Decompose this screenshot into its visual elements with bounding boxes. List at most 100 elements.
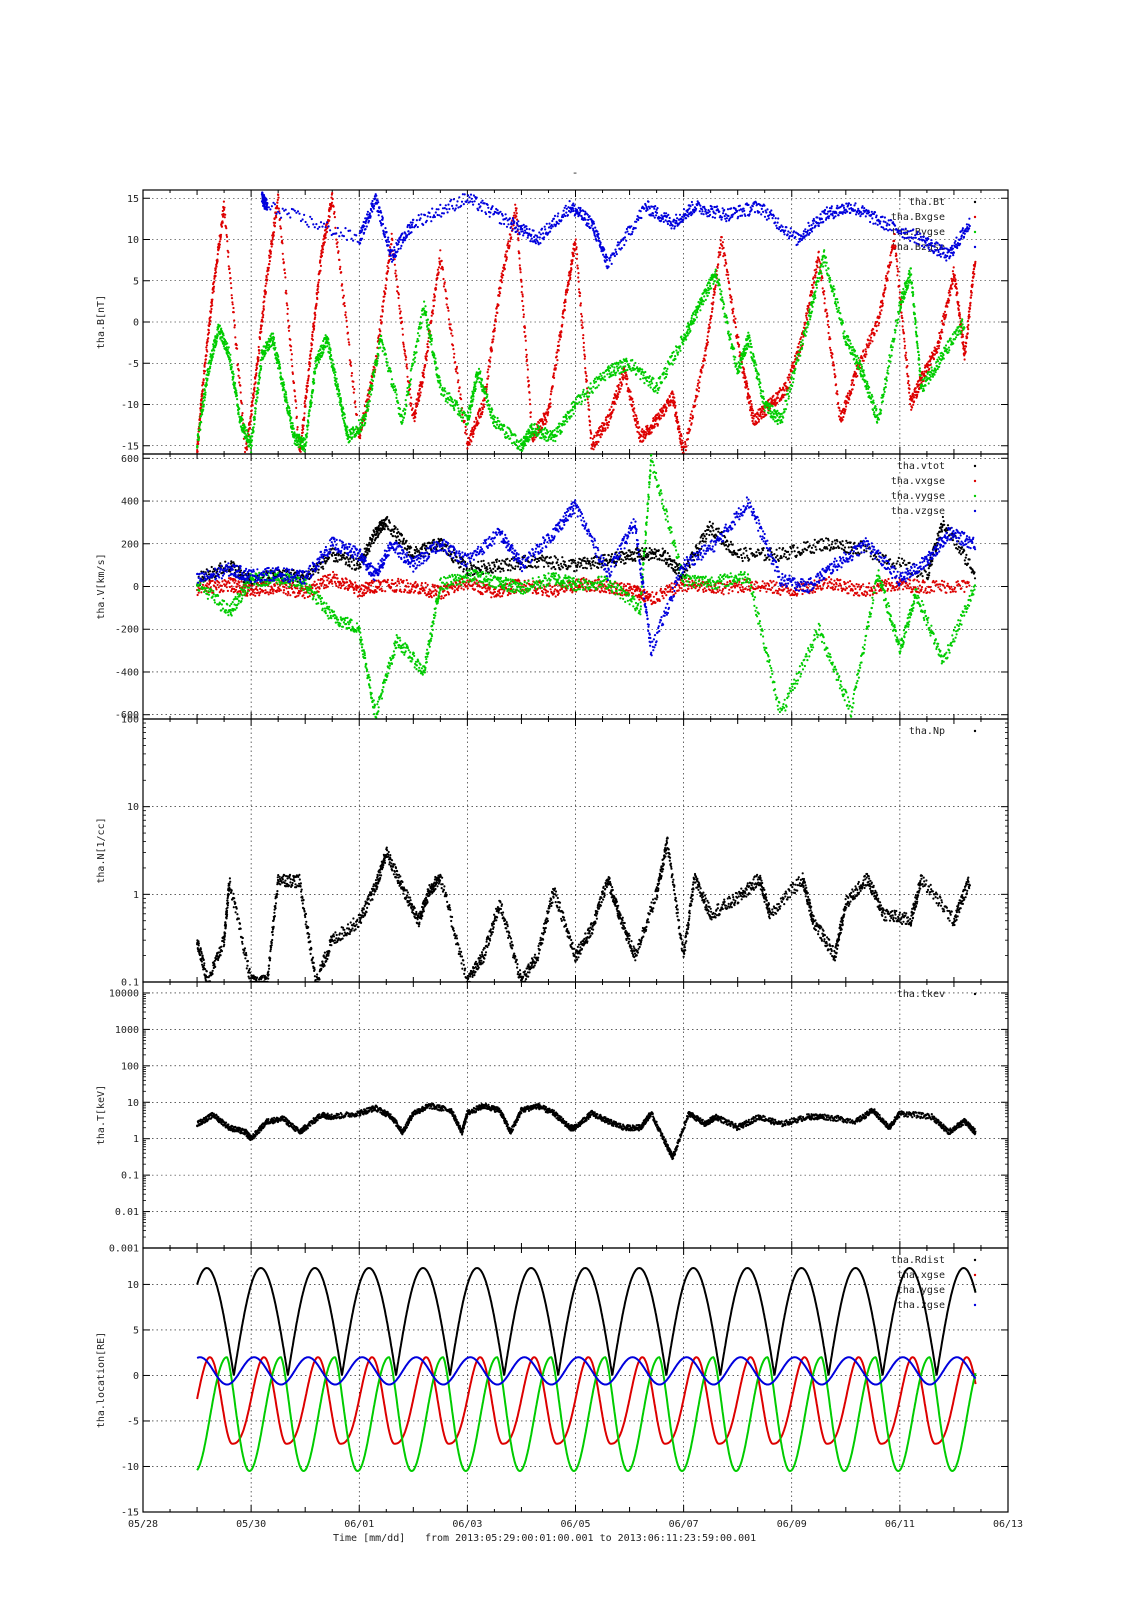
data-point: [322, 351, 325, 354]
data-point: [212, 290, 215, 293]
data-point: [912, 403, 915, 406]
data-point: [699, 309, 702, 312]
data-point: [816, 261, 819, 264]
data-point: [426, 343, 429, 346]
data-point: [291, 372, 294, 375]
data-point: [522, 305, 525, 308]
data-point: [250, 439, 254, 442]
data-point: [417, 339, 420, 342]
data-point: [600, 433, 604, 436]
data-point: [338, 258, 341, 261]
data-point: [767, 398, 770, 401]
data-point: [259, 367, 263, 370]
data-point: [309, 399, 312, 402]
data-point: [425, 321, 428, 324]
data-point: [338, 389, 341, 392]
data-point: [665, 370, 668, 373]
data-point: [341, 417, 345, 420]
data-point: [716, 266, 719, 269]
data-point: [574, 238, 577, 241]
data-point: [402, 345, 405, 348]
data-point: [323, 241, 326, 244]
data-point: [290, 345, 293, 348]
data-point: [750, 409, 753, 412]
data-point: [547, 411, 550, 414]
data-point: [309, 362, 312, 365]
data-point: [501, 276, 504, 279]
data-point: [509, 233, 512, 236]
data-point: [271, 243, 274, 246]
data-point: [416, 402, 419, 405]
data-point: [519, 268, 522, 271]
data-point: [737, 336, 740, 339]
data-point: [684, 443, 687, 446]
data-point: [503, 267, 506, 271]
data-point: [229, 282, 232, 285]
data-point: [364, 415, 368, 418]
data-point: [939, 337, 943, 340]
data-point: [270, 245, 273, 248]
data-point: [255, 400, 258, 403]
data-point: [834, 375, 837, 378]
data-point: [706, 338, 709, 342]
data-point: [625, 357, 628, 360]
data-point: [310, 343, 314, 346]
data-point: [803, 323, 806, 326]
data-point: [771, 399, 774, 402]
data-point: [520, 280, 523, 283]
data-point: [579, 292, 582, 295]
data-point: [836, 390, 839, 393]
data-point: [211, 298, 214, 301]
data-point: [707, 330, 710, 333]
data-point: [273, 225, 276, 228]
data-point: [696, 395, 699, 398]
data-point: [396, 290, 399, 293]
data-point: [958, 304, 961, 307]
data-point: [697, 379, 700, 382]
data-point: [274, 346, 277, 349]
data-point: [917, 390, 920, 394]
data-point: [673, 401, 676, 404]
data-point: [350, 364, 353, 367]
data-point: [971, 285, 974, 288]
data-point: [852, 379, 855, 382]
data-point: [832, 361, 835, 364]
data-point: [525, 353, 528, 356]
data-point: [823, 290, 826, 293]
data-point: [283, 388, 286, 391]
data-point: [783, 393, 787, 396]
data-point: [425, 352, 428, 355]
data-point: [448, 398, 451, 402]
data-point: [782, 386, 785, 389]
data-point: [509, 240, 512, 243]
data-point: [706, 335, 709, 338]
data-point: [237, 411, 240, 414]
data-point: [968, 310, 971, 313]
data-point: [492, 418, 495, 421]
data-point: [639, 439, 642, 442]
data-point: [331, 197, 334, 201]
data-point: [283, 268, 286, 271]
data-point: [306, 384, 309, 388]
data-point: [581, 326, 584, 329]
data-point: [209, 319, 212, 322]
data-point: [441, 268, 445, 271]
data-point: [603, 375, 606, 378]
data-point: [542, 420, 545, 423]
data-point: [823, 302, 826, 305]
data-point: [642, 374, 645, 377]
data-point: [596, 386, 599, 389]
data-point: [527, 379, 530, 382]
data-point: [196, 446, 199, 449]
data-point: [560, 331, 563, 334]
data-point: [627, 387, 630, 390]
data-point: [638, 426, 641, 429]
data-point: [383, 295, 386, 298]
data-point: [322, 339, 325, 343]
data-point: [415, 351, 418, 354]
data-point: [380, 334, 383, 338]
y-tick-label: 5: [133, 276, 139, 287]
data-point: [581, 321, 584, 324]
data-point: [341, 296, 345, 299]
data-point: [895, 252, 898, 255]
